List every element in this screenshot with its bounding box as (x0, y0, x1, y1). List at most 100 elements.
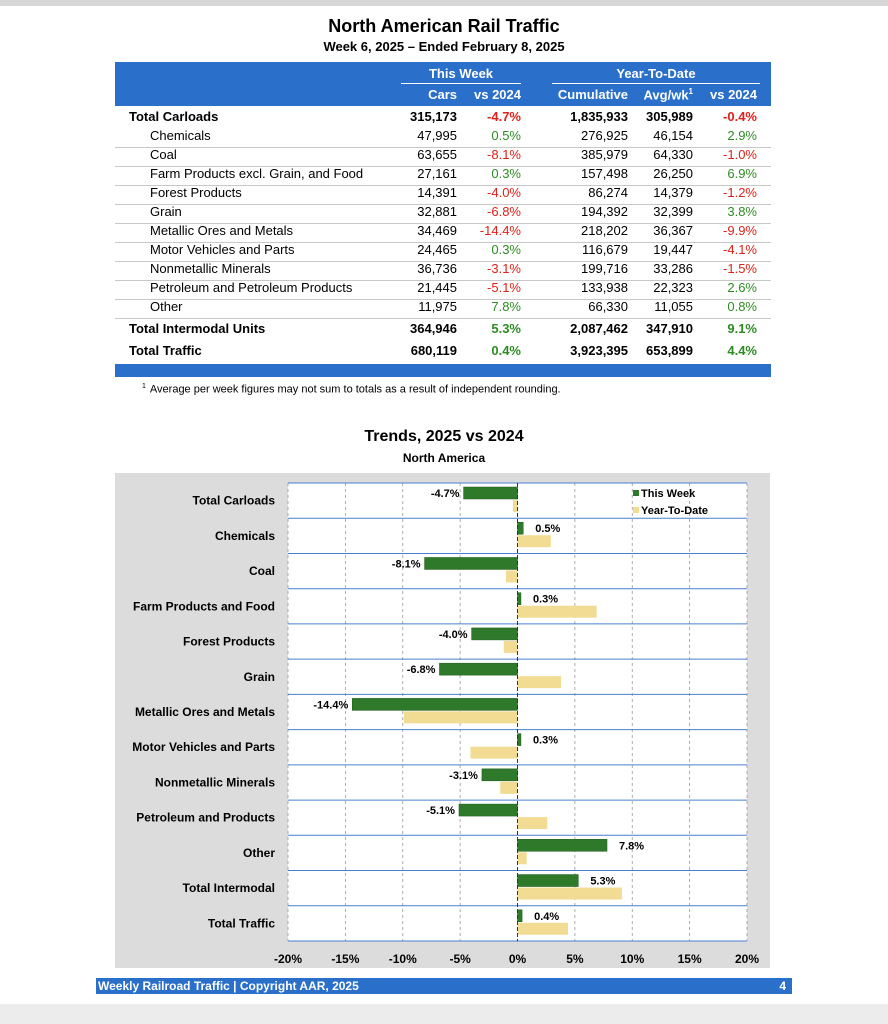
cell-cumulative: 3,923,395 (570, 343, 628, 358)
cell-vs-ytd: -1.2% (723, 185, 757, 200)
cell-vs-ytd: -1.0% (723, 147, 757, 162)
bar-this-week (352, 698, 518, 711)
cell-vs-ytd: -4.1% (723, 242, 757, 257)
cell-cars: 36,736 (417, 261, 457, 276)
row-label: Total Carloads (129, 109, 219, 124)
cell-cumulative: 157,498 (581, 166, 628, 181)
cell-vs-week: 0.4% (491, 343, 521, 358)
page-title: North American Rail Traffic (328, 16, 560, 36)
category-label: Forest Products (183, 635, 275, 649)
cell-vs-week: -14.4% (479, 223, 521, 238)
table-row: Total Carloads 315,173 -4.7% 1,835,933 305,9… (115, 109, 771, 125)
row-label: Farm Products excl. Grain, and Food (150, 166, 364, 181)
data-label-this-week: -14.4% (313, 699, 348, 711)
x-tick-label: -5% (449, 952, 471, 966)
row-label: Chemicals (150, 128, 211, 143)
cell-cars: 11,975 (418, 299, 457, 314)
cell-vs-week: 0.3% (491, 166, 521, 181)
bar-this-week (481, 768, 518, 782)
x-tick-label: 10% (620, 952, 644, 966)
category-label: Other (243, 846, 275, 860)
table-row: Chemicals 47,995 0.5% 276,925 46,154 2.9% (115, 128, 771, 148)
bar-this-week (517, 909, 523, 923)
header-col-vs-ytd: vs 2024 (710, 87, 757, 102)
category-label: Coal (249, 564, 275, 578)
bar-ytd (403, 711, 518, 724)
data-label-this-week: 0.5% (535, 523, 560, 535)
cell-avg-week: 653,899 (646, 343, 693, 358)
cell-avg-week: 305,989 (646, 109, 693, 124)
header-col-cars: Cars (428, 87, 457, 102)
cell-cars: 27,161 (417, 166, 457, 181)
bar-this-week (463, 486, 518, 500)
header-col-avgwk-text: Avg/wk (643, 87, 689, 103)
cell-avg-week: 22,323 (653, 280, 693, 295)
table-row: Other 11,975 7.8% 66,330 11,055 0.8% (115, 299, 771, 319)
page-subtitle: Week 6, 2025 – Ended February 8, 2025 (323, 39, 565, 54)
table-row: Farm Products excl. Grain, and Food 27,16… (115, 166, 771, 186)
table-row: Metallic Ores and Metals 34,469 -14.4% 218,… (115, 223, 771, 243)
cell-vs-week: -3.1% (487, 261, 521, 276)
legend-swatch-ytd (633, 507, 639, 513)
cell-cumulative: 194,392 (581, 204, 628, 219)
x-tick-label: -10% (389, 952, 417, 966)
cell-vs-ytd: 0.8% (727, 299, 757, 314)
cell-cumulative: 133,938 (581, 280, 628, 295)
cell-cumulative: 199,716 (581, 261, 628, 276)
footer-page-number: 4 (779, 979, 786, 993)
table-row: Total Intermodal Units 364,946 5.3% 2,087,4… (115, 321, 771, 339)
row-label: Nonmetallic Minerals (150, 261, 271, 276)
row-label: Coal (150, 147, 177, 162)
category-label: Petroleum and Products (136, 811, 275, 825)
cell-cumulative: 66,330 (588, 299, 628, 314)
cell-cars: 63,655 (417, 147, 457, 162)
legend-swatch-this-week (633, 490, 639, 496)
bar-this-week (471, 627, 518, 641)
data-label-this-week: 0.4% (534, 911, 559, 923)
row-label: Petroleum and Petroleum Products (150, 280, 353, 295)
cell-avg-week: 14,379 (653, 185, 693, 200)
trends-bar-chart: Total Carloads -4.7% Chemicals 0.5% Coal -8.1… (132, 482, 759, 966)
table-row: Total Traffic 680,119 0.4% 3,923,395 653,899… (115, 343, 771, 361)
bar-ytd (503, 640, 518, 653)
header-group-this-week: This Week (428, 66, 494, 81)
header-col-vs-week: vs 2024 (474, 87, 521, 102)
category-label: Farm Products and Food (133, 599, 275, 613)
x-tick-label: 20% (735, 952, 759, 966)
x-tick-label: 5% (566, 952, 584, 966)
chart-title: Trends, 2025 vs 2024 (364, 428, 524, 445)
data-label-this-week: 0.3% (533, 735, 558, 747)
bar-ytd (517, 922, 568, 935)
row-label: Total Intermodal Units (129, 321, 266, 336)
table-row: Grain 32,881 -6.8% 194,392 32,399 3.8% (115, 204, 771, 224)
category-label: Grain (244, 670, 275, 684)
x-tick-label: -15% (331, 952, 359, 966)
data-label-this-week: -3.1% (449, 770, 478, 782)
footnote-mark: 1 (142, 383, 146, 390)
cell-vs-ytd: 2.9% (727, 128, 757, 143)
x-tick-label: -20% (274, 952, 302, 966)
header-col-cumulative: Cumulative (557, 87, 628, 102)
x-tick-label: 15% (678, 952, 702, 966)
chart-subtitle: North America (402, 451, 486, 465)
bar-this-week (458, 803, 518, 817)
category-label: Total Traffic (208, 916, 275, 930)
cell-cars: 34,469 (417, 223, 457, 238)
bar-this-week (517, 839, 608, 852)
cell-avg-week: 33,286 (653, 261, 693, 276)
cell-avg-week: 347,910 (646, 321, 693, 336)
data-label-this-week: -4.0% (439, 629, 468, 641)
footer-copyright: Weekly Railroad Traffic | Copyright AAR,… (98, 979, 359, 993)
bar-ytd (517, 817, 548, 830)
row-label: Metallic Ores and Metals (150, 223, 294, 238)
category-label: Metallic Ores and Metals (135, 705, 275, 719)
row-label: Grain (150, 204, 182, 219)
legend-label-this-week: This Week (641, 488, 696, 500)
cell-vs-week: -4.7% (487, 109, 521, 124)
cell-vs-week: 0.3% (491, 242, 521, 257)
cell-vs-ytd: 4.4% (727, 343, 757, 358)
cell-vs-ytd: -9.9% (723, 223, 757, 238)
row-label: Total Traffic (129, 343, 202, 358)
cell-cars: 315,173 (410, 109, 457, 124)
data-label-this-week: -5.1% (426, 805, 455, 817)
